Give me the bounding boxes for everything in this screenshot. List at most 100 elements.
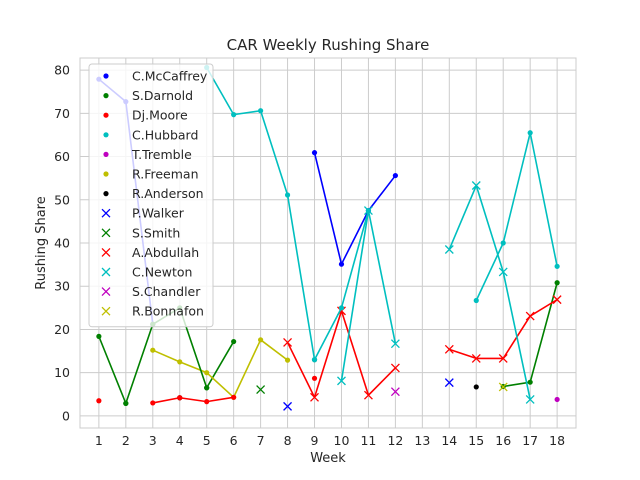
data-point-r-anderson <box>473 384 479 390</box>
x-tick-label: 16 <box>495 433 511 448</box>
axis-ticks: 1 2 3 4 5 6 7 8 9 10 11 12 13 14 15 16 17 180102030405060… <box>54 63 565 448</box>
y-tick-label: 60 <box>54 149 70 164</box>
y-tick-label: 0 <box>62 408 70 423</box>
data-point-s-smith <box>256 385 266 394</box>
data-point-c-hubbard <box>473 297 479 304</box>
x-tick-label: 10 <box>334 433 350 448</box>
legend-item-c-hubbard: C.Hubbard <box>103 127 198 142</box>
x-tick-label: 4 <box>176 433 184 448</box>
legend: C.McCaffrey S.Darnold Dj.Moore C.Hubbard T.T… <box>88 63 214 328</box>
legend-label-c-mccaffrey: C.McCaffrey <box>132 69 208 84</box>
legend-box <box>88 63 214 328</box>
legend-marker-s-darnold <box>103 93 109 99</box>
data-point-c-hubbard <box>284 192 291 198</box>
plot-frame <box>79 57 577 429</box>
data-point-c-newton <box>337 376 346 386</box>
data-point-c-newton <box>498 267 508 277</box>
data-point-s-darnold <box>527 379 533 385</box>
y-tick-label: 10 <box>54 365 70 380</box>
data-point-dj-moore <box>204 399 210 405</box>
data-point-a-abdullah <box>498 353 508 363</box>
data-point-dj-moore <box>311 375 318 381</box>
legend-marker-r-bonnafon <box>101 306 111 316</box>
data-point-r-bonnafon <box>498 382 508 392</box>
data-point-c-mccaffrey <box>311 150 318 156</box>
data-point-a-abdullah <box>363 390 373 400</box>
data-point-c-mccaffrey <box>338 261 345 267</box>
series-a-abdullah <box>283 295 562 402</box>
data-point-s-darnold <box>96 333 102 339</box>
data-point-c-newton <box>390 339 400 349</box>
data-point-a-abdullah <box>283 337 293 347</box>
data-point-r-freeman <box>150 347 156 353</box>
data-point-p-walker <box>444 378 454 388</box>
y-tick-label: 30 <box>54 279 70 294</box>
series-p-walker <box>283 378 454 411</box>
x-tick-label: 3 <box>149 433 157 448</box>
legend-item-r-bonnafon: R.Bonnafon <box>101 304 204 319</box>
series-r-bonnafon <box>498 382 508 392</box>
data-point-r-freeman <box>258 337 264 343</box>
data-point-s-darnold <box>554 280 560 286</box>
x-tick-label: 5 <box>203 433 211 448</box>
data-point-c-hubbard <box>554 263 560 269</box>
legend-label-c-hubbard: C.Hubbard <box>132 127 198 142</box>
data-point-c-newton <box>525 395 535 404</box>
legend-label-t-tremble: T.Tremble <box>131 147 192 162</box>
data-point-c-mccaffrey <box>392 172 398 179</box>
series-line-c-hubbard <box>475 131 558 301</box>
legend-label-a-abdullah: A.Abdullah <box>132 245 199 260</box>
legend-marker-r-freeman <box>103 171 109 177</box>
x-tick-label: 7 <box>257 433 265 448</box>
x-tick-label: 18 <box>549 433 565 448</box>
legend-item-c-newton: C.Newton <box>101 265 192 280</box>
data-point-r-freeman <box>284 357 291 363</box>
legend-label-s-smith: S.Smith <box>132 225 180 240</box>
x-tick-label: 9 <box>311 433 319 448</box>
legend-item-a-abdullah: A.Abdullah <box>101 245 199 260</box>
legend-item-dj-moore: Dj.Moore <box>103 108 188 123</box>
series-s-chandler <box>390 387 400 397</box>
y-tick-label: 80 <box>54 63 70 78</box>
data-point-p-walker <box>283 401 293 411</box>
legend-marker-c-hubbard <box>103 132 109 138</box>
legend-marker-c-mccaffrey <box>103 73 109 79</box>
series-line-s-darnold <box>206 341 235 389</box>
legend-item-p-walker: P.Walker <box>101 206 185 221</box>
series-line-r-freeman <box>152 339 289 399</box>
series-line-c-newton <box>448 184 531 400</box>
data-point-s-darnold <box>204 385 210 391</box>
data-point-a-abdullah <box>471 353 481 363</box>
legend-label-s-darnold: S.Darnold <box>132 88 193 103</box>
series-line-dj-moore <box>152 396 234 404</box>
data-point-c-hubbard <box>258 108 264 114</box>
series-line-s-darnold <box>98 336 127 404</box>
x-tick-label: 2 <box>122 433 130 448</box>
series-extra-dj-moore <box>150 394 237 406</box>
legend-item-s-darnold: S.Darnold <box>103 88 193 103</box>
x-tick-label: 12 <box>387 433 403 448</box>
chart-title: CAR Weekly Rushing Share <box>227 36 430 54</box>
legend-item-s-smith: S.Smith <box>101 225 180 240</box>
series-extra-c-hubbard <box>311 207 372 363</box>
legend-marker-p-walker <box>101 208 111 218</box>
series-t-tremble <box>554 396 560 403</box>
data-point-c-hubbard <box>365 207 372 214</box>
x-tick-label: 17 <box>522 433 538 448</box>
data-point-a-abdullah <box>390 363 400 373</box>
x-tick-label: 14 <box>441 433 457 448</box>
data-point-c-hubbard <box>338 305 345 311</box>
x-axis-label: Week <box>310 451 346 466</box>
legend-label-r-bonnafon: R.Bonnafon <box>132 304 204 319</box>
y-tick-label: 20 <box>54 322 70 337</box>
y-tick-label: 70 <box>54 106 70 121</box>
data-point-c-newton <box>444 245 454 254</box>
legend-label-r-freeman: R.Freeman <box>132 167 199 182</box>
series-dj-moore <box>96 375 318 404</box>
y-tick-label: 50 <box>54 192 70 207</box>
data-point-s-chandler <box>390 387 400 397</box>
legend-marker-a-abdullah <box>101 247 111 257</box>
legend-item-t-tremble: T.Tremble <box>103 147 192 162</box>
data-point-a-abdullah <box>552 295 562 305</box>
x-tick-label: 11 <box>360 433 376 448</box>
